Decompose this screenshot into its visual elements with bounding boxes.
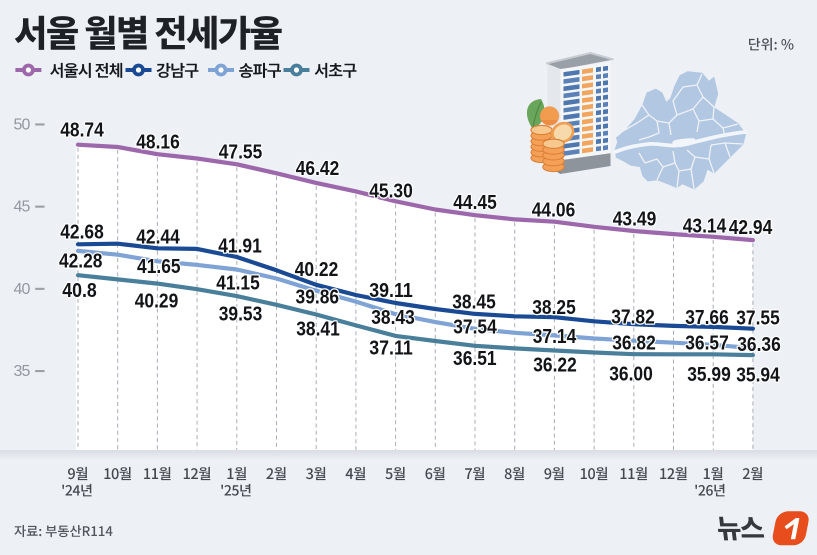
svg-text:38.25: 38.25 xyxy=(532,297,576,319)
svg-text:41.91: 41.91 xyxy=(218,236,262,258)
svg-text:41.15: 41.15 xyxy=(216,273,260,295)
svg-text:43.49: 43.49 xyxy=(613,208,657,230)
svg-text:36.36: 36.36 xyxy=(737,334,781,356)
svg-text:41.65: 41.65 xyxy=(137,256,181,278)
svg-text:36.00: 36.00 xyxy=(609,363,653,385)
svg-text:39.86: 39.86 xyxy=(296,287,340,309)
svg-text:48.74: 48.74 xyxy=(60,120,104,142)
svg-text:45: 45 xyxy=(14,199,31,216)
svg-text:35: 35 xyxy=(14,363,31,380)
svg-text:36.82: 36.82 xyxy=(612,332,656,354)
svg-text:37.66: 37.66 xyxy=(685,307,729,329)
svg-text:48.16: 48.16 xyxy=(136,131,180,153)
svg-text:37.54: 37.54 xyxy=(453,316,497,338)
svg-text:42.44: 42.44 xyxy=(136,226,180,248)
svg-text:36.57: 36.57 xyxy=(685,332,729,354)
svg-text:40: 40 xyxy=(14,281,31,298)
svg-text:43.14: 43.14 xyxy=(683,216,727,238)
svg-text:44.06: 44.06 xyxy=(532,200,576,222)
svg-text:47.55: 47.55 xyxy=(219,142,263,164)
svg-text:37.14: 37.14 xyxy=(533,326,577,348)
svg-text:50: 50 xyxy=(14,117,31,134)
svg-text:37.82: 37.82 xyxy=(611,307,655,329)
svg-text:39.11: 39.11 xyxy=(369,280,413,302)
svg-text:36.22: 36.22 xyxy=(533,354,577,376)
svg-text:38.43: 38.43 xyxy=(371,307,415,329)
svg-text:40.8: 40.8 xyxy=(62,280,97,302)
svg-text:40.29: 40.29 xyxy=(135,290,179,312)
svg-text:44.45: 44.45 xyxy=(453,192,497,214)
svg-text:38.41: 38.41 xyxy=(296,319,340,341)
svg-text:37.11: 37.11 xyxy=(369,337,413,359)
svg-text:35.94: 35.94 xyxy=(736,365,780,387)
svg-text:45.30: 45.30 xyxy=(369,181,413,203)
svg-text:38.45: 38.45 xyxy=(452,292,496,314)
svg-text:42.68: 42.68 xyxy=(60,222,104,244)
svg-text:37.55: 37.55 xyxy=(736,308,780,330)
svg-text:42.94: 42.94 xyxy=(729,217,773,239)
svg-text:46.42: 46.42 xyxy=(296,158,340,180)
svg-text:39.53: 39.53 xyxy=(219,304,263,326)
svg-text:42.28: 42.28 xyxy=(59,251,103,273)
svg-text:35.99: 35.99 xyxy=(687,364,731,386)
svg-text:36.51: 36.51 xyxy=(453,348,497,370)
svg-text:40.22: 40.22 xyxy=(295,259,339,281)
